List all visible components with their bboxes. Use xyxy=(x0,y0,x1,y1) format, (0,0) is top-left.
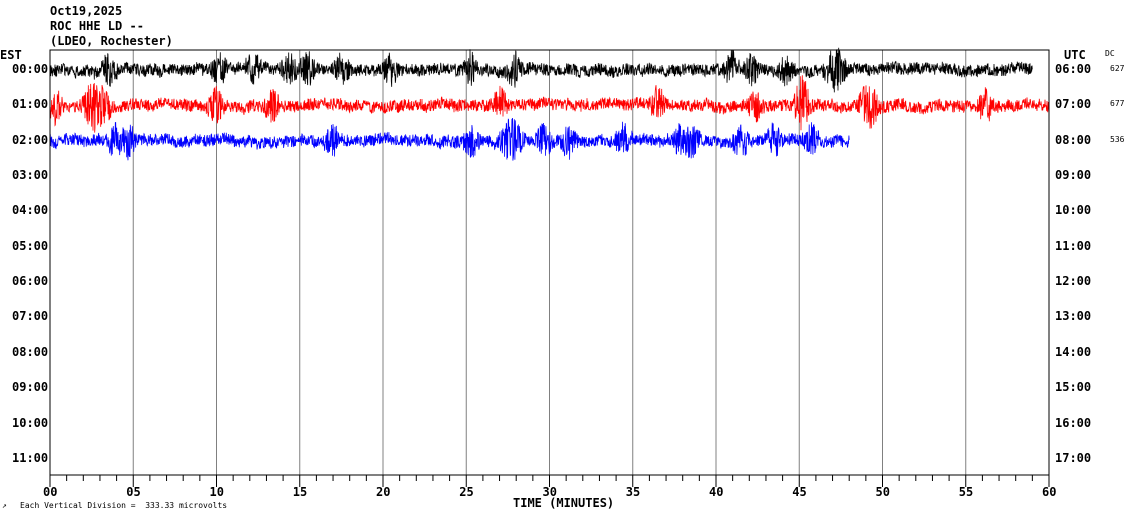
x-tick-label: 55 xyxy=(958,485,974,499)
utc-row-label: 16:00 xyxy=(1055,415,1092,430)
dc-value: 627 xyxy=(1110,64,1125,73)
dc-value: 677 xyxy=(1110,99,1125,109)
vertical-grid-lines xyxy=(132,50,967,475)
x-tick-label: 35 xyxy=(625,485,641,499)
x-tick-label: 20 xyxy=(376,485,391,499)
est-row-label: 07:00 xyxy=(12,309,49,324)
est-row-label: 08:00 xyxy=(12,344,49,359)
x-tick-label: 40 xyxy=(709,485,724,499)
trace-row-2 xyxy=(49,117,850,161)
trace-row-0 xyxy=(49,47,1033,93)
header-station: ROC HHE LD -- xyxy=(50,19,144,33)
scale-icon: ↗ xyxy=(2,501,7,510)
est-row-label: 03:00 xyxy=(12,168,49,183)
est-row-label: 05:00 xyxy=(12,238,49,253)
est-row-label: 00:00 xyxy=(12,62,49,76)
utc-row-label: 12:00 xyxy=(1055,274,1092,289)
dc-label: DC xyxy=(1105,49,1115,58)
footer-note: Each Vertical Division = 333.33 microvol… xyxy=(20,501,228,510)
x-tick-label: 45 xyxy=(792,485,807,499)
utc-row-label: 09:00 xyxy=(1055,168,1092,183)
est-row-label: 09:00 xyxy=(12,380,49,395)
x-tick-label: 10 xyxy=(209,485,224,499)
x-tick-label: 30 xyxy=(542,485,557,499)
x-tick-label: 05 xyxy=(126,485,141,499)
trace-row-1 xyxy=(49,75,1050,133)
utc-row-label: 15:00 xyxy=(1055,380,1092,395)
x-tick-label: 50 xyxy=(875,485,890,499)
dc-value: 536 xyxy=(1110,134,1125,144)
est-row-label: 01:00 xyxy=(12,97,49,112)
header-network: (LDEO, Rochester) xyxy=(50,34,173,48)
est-row-label: 04:00 xyxy=(12,203,49,218)
est-row-label: 06:00 xyxy=(12,274,49,289)
x-tick-label: 60 xyxy=(1042,485,1057,499)
x-axis-ticks xyxy=(49,475,1050,487)
x-tick-label: 25 xyxy=(459,485,474,499)
est-row-label: 10:00 xyxy=(12,415,49,430)
est-axis-label: EST xyxy=(0,48,22,62)
utc-row-label: 11:00 xyxy=(1055,238,1092,253)
utc-axis-label: UTC xyxy=(1064,48,1086,62)
seismic-traces xyxy=(49,47,1050,161)
utc-row-label: 14:00 xyxy=(1055,344,1092,359)
utc-row-label: 08:00 xyxy=(1055,132,1092,147)
utc-row-label: 17:00 xyxy=(1055,450,1092,465)
utc-row-label: 13:00 xyxy=(1055,309,1092,324)
x-tick-label: 00 xyxy=(43,485,58,499)
utc-row-label: 06:00 xyxy=(1055,62,1092,76)
utc-row-label: 07:00 xyxy=(1055,97,1092,112)
header-date: Oct19,2025 xyxy=(50,4,123,18)
est-row-label: 11:00 xyxy=(12,450,49,465)
x-axis-title: TIME (MINUTES) xyxy=(513,496,615,510)
x-tick-label: 15 xyxy=(292,485,308,499)
est-row-label: 02:00 xyxy=(12,132,49,147)
utc-row-label: 10:00 xyxy=(1055,203,1092,218)
